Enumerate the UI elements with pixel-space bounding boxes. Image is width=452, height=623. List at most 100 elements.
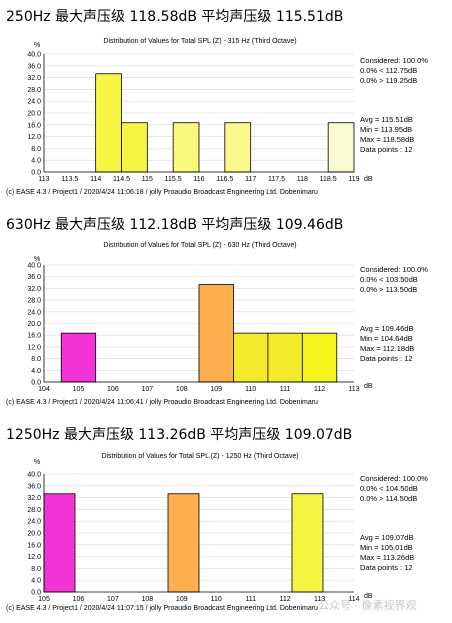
y-tick-label: 0.0 <box>31 170 41 177</box>
x-tick-label: 119 <box>348 176 359 183</box>
chart-footer: (c) EASE 4.3 / Project1 / 2020/4/24 11:0… <box>6 399 318 406</box>
x-tick-label: 104 <box>38 386 50 393</box>
stat-considered: Considered: 100.0% <box>360 474 428 483</box>
stats-block: Considered: 100.0% 0.0% < 103.50dB 0.0% … <box>360 265 428 364</box>
y-tick-label: 12.0 <box>27 554 41 561</box>
x-tick-label: 107 <box>107 596 119 603</box>
panel-3-heading: 1250Hz 最大声压级 113.26dB 平均声压级 109.07dB <box>6 427 353 443</box>
y-tick-label: 40.0 <box>27 52 41 59</box>
histogram-bar <box>167 493 200 593</box>
x-axis-unit: dB <box>364 593 373 600</box>
histogram-bar <box>60 332 97 383</box>
histogram-bar <box>233 332 269 383</box>
x-tick-label: 108 <box>141 596 153 603</box>
y-tick-label: 40.0 <box>27 263 41 270</box>
y-tick-label: 8.0 <box>31 566 41 573</box>
histogram-bar <box>121 122 148 173</box>
y-tick-label: 8.0 <box>31 356 41 363</box>
x-tick-label: 113 <box>348 386 359 393</box>
y-tick-label: 40.0 <box>27 472 41 479</box>
x-tick-label: 115.5 <box>165 176 182 183</box>
x-axis-unit: dB <box>364 383 373 390</box>
y-tick-label: 32.0 <box>27 75 41 82</box>
y-tick-label: 0.0 <box>31 590 41 597</box>
x-tick-label: 117 <box>245 176 256 183</box>
histogram-bar <box>291 493 324 593</box>
y-tick-label: 4.0 <box>31 158 41 165</box>
x-tick-label: 109 <box>176 596 188 603</box>
x-tick-label: 105 <box>38 596 50 603</box>
x-tick-label: 113.5 <box>61 176 78 183</box>
x-tick-label: 114.5 <box>113 176 130 183</box>
y-tick-label: 12.0 <box>27 344 41 351</box>
x-tick-label: 107 <box>141 386 153 393</box>
chart-title: Distribution of Values for Total SPL (Z)… <box>101 453 299 460</box>
stat-below: 0.0% < 103.50dB <box>360 275 418 284</box>
y-tick-label: 28.0 <box>27 298 41 305</box>
x-tick-label: 106 <box>73 596 85 603</box>
panel-1-heading: 250Hz 最大声压级 118.58dB 平均声压级 115.51dB <box>6 9 344 25</box>
x-tick-label: 116 <box>193 176 204 183</box>
y-tick-label: 36.0 <box>27 274 41 281</box>
histogram-bar <box>224 122 252 173</box>
histogram-chart: 0.0 4.0 8.0 12.0 16.0 20.0 24.0 28.0 32.0 36.0 40.… <box>27 263 359 394</box>
histogram-bar <box>327 122 355 173</box>
stat-data-points: Data points : 12 <box>360 145 413 154</box>
stat-avg: Avg = 115.51dB <box>360 115 413 124</box>
x-tick-label: 114 <box>348 596 359 603</box>
x-tick-label: 115 <box>142 176 153 183</box>
stat-max: Max = 118.58dB <box>360 135 415 144</box>
stat-avg: Avg = 109.07dB <box>360 533 414 542</box>
stat-considered: Considered: 100.0% <box>360 56 428 65</box>
histogram-bar <box>301 332 338 383</box>
y-tick-label: 32.0 <box>27 286 41 293</box>
histogram-bar <box>267 332 303 383</box>
x-tick-label: 110 <box>245 386 256 393</box>
x-tick-label: 105 <box>73 386 85 393</box>
stat-min: Min = 113.95dB <box>360 125 413 134</box>
stat-below: 0.0% < 112.75dB <box>360 66 418 75</box>
stat-min: Min = 105.01dB <box>360 543 413 552</box>
stat-max: Max = 113.26dB <box>360 553 415 562</box>
y-tick-label: 16.0 <box>27 333 41 340</box>
y-tick-label: 12.0 <box>27 134 41 141</box>
chart-title: Distribution of Values for Total SPL (Z)… <box>103 38 297 45</box>
stat-considered: Considered: 100.0% <box>360 265 428 274</box>
chart-panel-3: Distribution of Values for Total SPL (Z)… <box>0 449 452 623</box>
stat-above: 0.0% > 119.25dB <box>360 76 418 85</box>
x-tick-label: 113 <box>314 596 325 603</box>
y-tick-label: 36.0 <box>27 63 41 70</box>
y-tick-label: 32.0 <box>27 495 41 502</box>
chart-panel-2: Distribution of Values for Total SPL (Z)… <box>0 238 452 413</box>
x-tick-label: 113 <box>38 176 49 183</box>
stat-min: Min = 104.64dB <box>360 334 413 343</box>
y-axis-unit: % <box>34 459 41 466</box>
x-axis-unit: dB <box>364 176 373 183</box>
x-tick-label: 116.5 <box>216 176 233 183</box>
stats-block: Considered: 100.0% 0.0% < 104.50dB 0.0% … <box>360 474 428 573</box>
x-tick-label: 114 <box>90 176 101 183</box>
y-tick-label: 24.0 <box>27 309 41 316</box>
watermark-text: 公众号 · 像素视界观 <box>318 599 417 612</box>
stat-max: Max = 112.18dB <box>360 344 415 353</box>
x-tick-label: 117.5 <box>268 176 285 183</box>
chart-title: Distribution of Values for Total SPL (Z)… <box>103 242 297 249</box>
stat-avg: Avg = 109.46dB <box>360 324 414 333</box>
y-tick-label: 24.0 <box>27 519 41 526</box>
x-tick-label: 112 <box>280 596 291 603</box>
y-axis-unit: % <box>34 256 41 263</box>
x-tick-label: 118 <box>297 176 308 183</box>
y-tick-label: 16.0 <box>27 542 41 549</box>
histogram-bar <box>172 122 200 173</box>
chart-panel-1: Distribution of Values for Total SPL (Z)… <box>0 34 452 199</box>
y-tick-label: 8.0 <box>31 146 41 153</box>
histogram-chart: 0.0 4.0 8.0 12.0 16.0 20.0 24.0 28.0 32.0 36.0 40.… <box>27 52 359 184</box>
stat-data-points: Data points : 12 <box>360 563 413 572</box>
x-tick-label: 111 <box>280 386 291 393</box>
y-axis-unit: % <box>34 42 41 49</box>
y-tick-label: 20.0 <box>27 531 41 538</box>
y-tick-label: 24.0 <box>27 99 41 106</box>
y-tick-label: 4.0 <box>31 368 41 375</box>
stat-below: 0.0% < 104.50dB <box>360 484 418 493</box>
panel-2-heading: 630Hz 最大声压级 112.18dB 平均声压级 109.46dB <box>6 217 344 233</box>
